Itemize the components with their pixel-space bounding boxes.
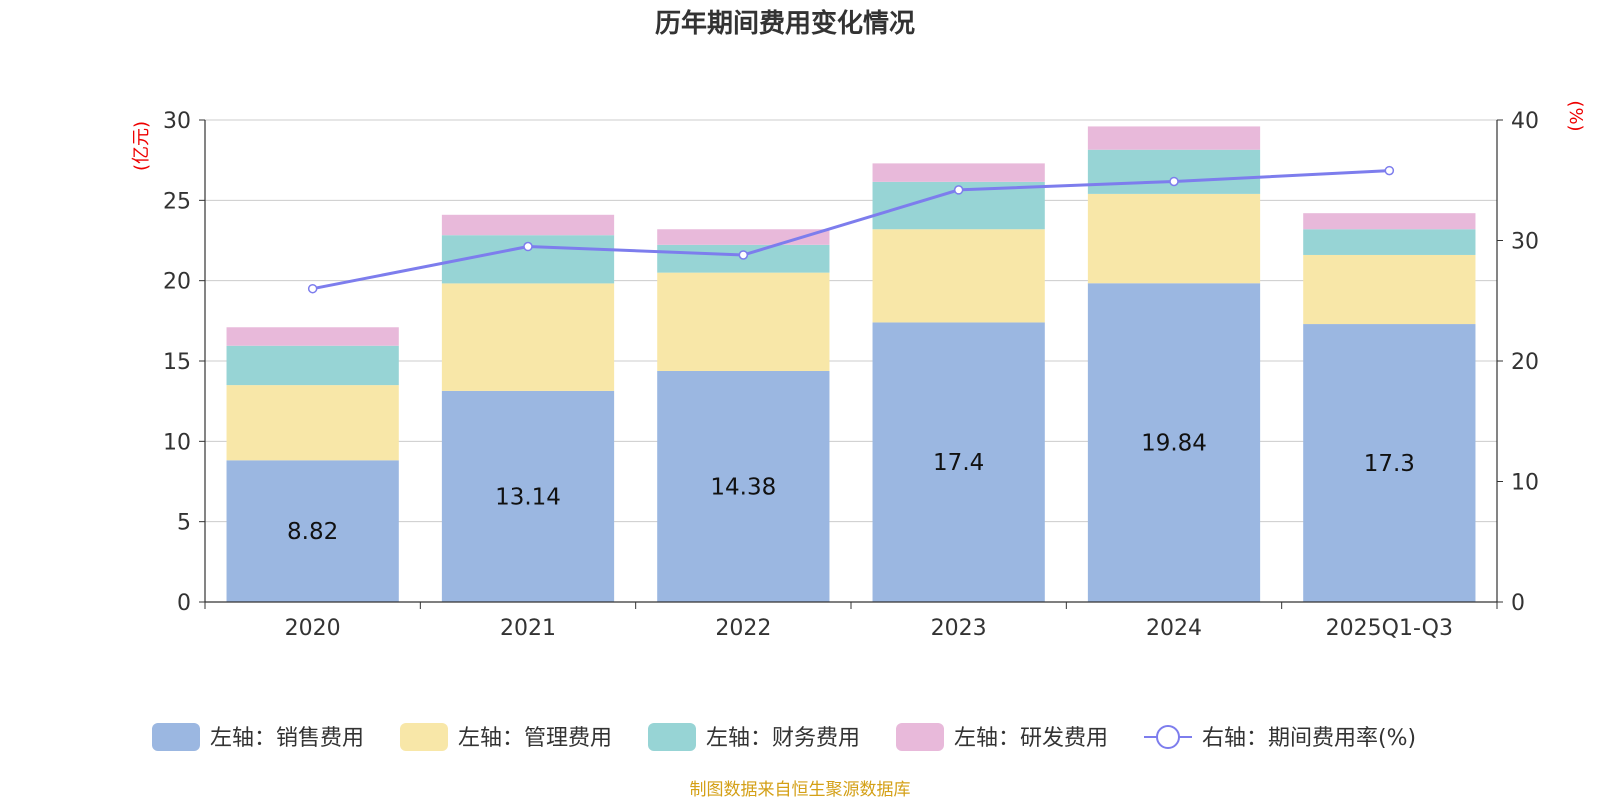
bar-segment-3 bbox=[1303, 213, 1476, 230]
line-point bbox=[1169, 176, 1179, 187]
bar-segment-1 bbox=[872, 229, 1045, 323]
right-tick-label: 0 bbox=[1511, 591, 1525, 616]
line-point bbox=[738, 250, 749, 260]
left-axis-unit: (亿元) bbox=[131, 121, 152, 171]
line-series bbox=[307, 165, 1395, 294]
bar-segment-2 bbox=[1303, 229, 1476, 255]
axes: 0 5 10 15 20 25 30 0 10 20 30 40 2020 2021 2022 2023 202… bbox=[163, 109, 1539, 641]
bar-value-label: 19.84 bbox=[1141, 431, 1207, 457]
left-tick-label: 5 bbox=[177, 511, 191, 536]
right-tick-label: 10 bbox=[1511, 471, 1539, 496]
legend-swatch bbox=[400, 723, 448, 751]
left-tick-label: 30 bbox=[163, 109, 191, 134]
bar-value-label: 17.4 bbox=[933, 450, 984, 476]
right-tick-label: 40 bbox=[1511, 109, 1539, 134]
bar-segment-2 bbox=[226, 345, 399, 386]
right-axis-unit: (%) bbox=[1565, 100, 1586, 131]
legend-label: 左轴：管理费用 bbox=[458, 726, 612, 751]
bar-segment-3 bbox=[441, 214, 615, 236]
x-tick-label: 2023 bbox=[931, 616, 987, 641]
left-tick-label: 10 bbox=[163, 430, 191, 455]
line-point bbox=[1384, 165, 1395, 176]
bar-value-label: 17.3 bbox=[1364, 451, 1415, 477]
left-tick-label: 15 bbox=[163, 350, 191, 375]
gridlines bbox=[205, 119, 1497, 523]
legend-marker-icon bbox=[1156, 725, 1180, 749]
bar-segment-3 bbox=[226, 327, 399, 346]
legend-label: 右轴：期间费用率(%) bbox=[1202, 726, 1416, 751]
data-labels: 8.82 13.14 14.38 17.4 19.84 17.3 bbox=[287, 431, 1415, 546]
right-tick-label: 20 bbox=[1511, 350, 1539, 375]
bar-segment-0 bbox=[1303, 324, 1476, 602]
bar-segment-3 bbox=[872, 163, 1045, 182]
bar-segment-1 bbox=[226, 385, 399, 461]
line-point bbox=[953, 185, 964, 195]
legend-swatch bbox=[648, 723, 696, 751]
source-note: 制图数据来自恒生聚源数据库 bbox=[690, 780, 911, 800]
x-tick-label: 2022 bbox=[715, 616, 771, 641]
bar-segment-2 bbox=[1087, 149, 1261, 194]
x-tick-label: 2021 bbox=[500, 616, 556, 641]
line-point bbox=[523, 241, 533, 252]
right-tick-label: 30 bbox=[1511, 230, 1539, 255]
bar-segment-0 bbox=[657, 370, 830, 602]
bar-value-label: 14.38 bbox=[710, 474, 776, 500]
x-tick-label: 2020 bbox=[285, 616, 341, 641]
legend: 左轴：销售费用 左轴：管理费用 左轴：财务费用 左轴：研发费用 右轴：期间费用率(%) bbox=[152, 723, 1416, 751]
x-tick-label: 2025Q1-Q3 bbox=[1326, 616, 1453, 641]
left-tick-label: 0 bbox=[177, 591, 191, 616]
bar-value-label: 13.14 bbox=[495, 484, 561, 510]
bar-segment-1 bbox=[441, 283, 615, 391]
chart-title: 历年期间费用变化情况 bbox=[655, 8, 915, 39]
legend-swatch bbox=[896, 723, 944, 751]
legend-swatch bbox=[152, 723, 200, 751]
bar-segment-0 bbox=[1087, 283, 1261, 602]
bar-segment-0 bbox=[226, 460, 399, 602]
bar-segment-3 bbox=[1087, 126, 1261, 150]
x-tick-label: 2024 bbox=[1146, 616, 1202, 641]
legend-label: 左轴：财务费用 bbox=[706, 726, 860, 751]
legend-label: 左轴：研发费用 bbox=[954, 726, 1108, 751]
bar-series bbox=[226, 126, 1476, 602]
legend-label: 左轴：销售费用 bbox=[210, 726, 364, 751]
bar-segment-0 bbox=[441, 390, 615, 602]
bar-segment-1 bbox=[657, 272, 830, 371]
left-tick-label: 25 bbox=[163, 189, 191, 214]
bar-value-label: 8.82 bbox=[287, 519, 338, 545]
bar-segment-1 bbox=[1087, 193, 1261, 284]
bar-segment-0 bbox=[872, 322, 1045, 602]
bar-segment-1 bbox=[1303, 254, 1476, 325]
expense-rate-line bbox=[312, 169, 1390, 291]
left-tick-label: 20 bbox=[163, 270, 191, 295]
line-point bbox=[307, 283, 318, 294]
